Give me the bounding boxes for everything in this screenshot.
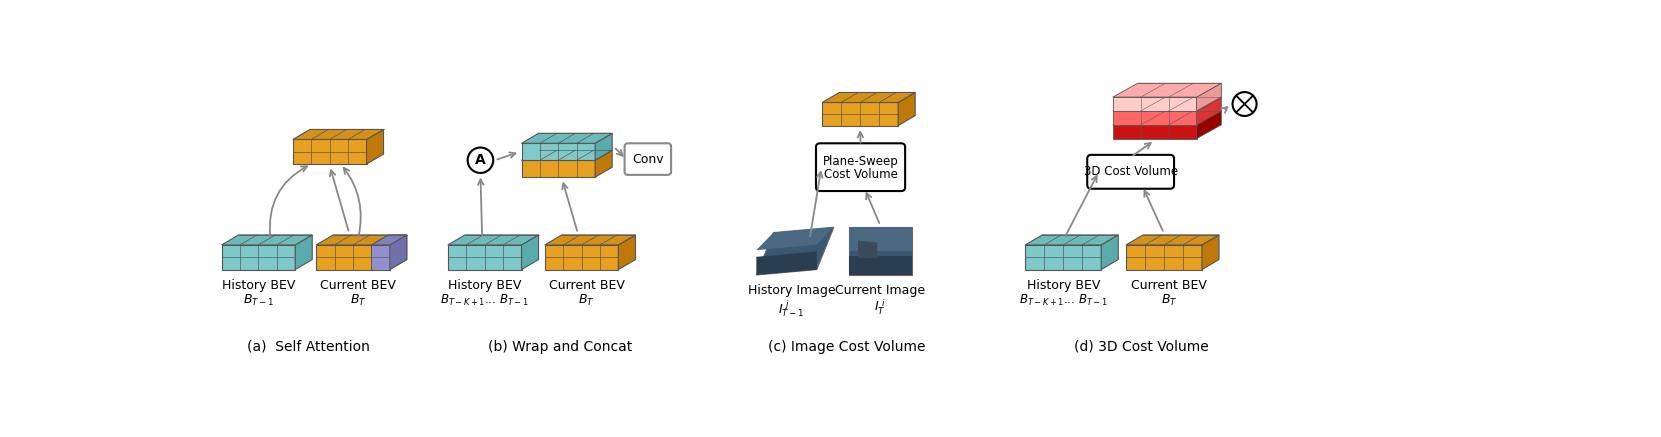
Polygon shape [448,235,538,245]
Polygon shape [1113,111,1196,125]
Polygon shape [296,235,312,270]
Text: History BEV: History BEV [1026,279,1100,292]
Polygon shape [1126,245,1203,270]
Polygon shape [292,129,384,139]
Polygon shape [822,103,899,125]
Polygon shape [545,235,636,245]
Polygon shape [756,227,834,275]
Polygon shape [292,139,367,164]
Text: $B_T$: $B_T$ [350,293,367,308]
Polygon shape [390,235,407,270]
FancyBboxPatch shape [625,143,671,175]
Text: $B_T$: $B_T$ [578,293,595,308]
Polygon shape [595,150,613,177]
Text: History BEV: History BEV [221,279,296,292]
Polygon shape [316,245,390,270]
Text: Current BEV: Current BEV [321,279,395,292]
Polygon shape [1113,97,1221,111]
Text: (b) Wrap and Concat: (b) Wrap and Concat [488,340,633,354]
Polygon shape [522,150,613,160]
Polygon shape [316,235,407,245]
Polygon shape [1196,111,1221,139]
FancyBboxPatch shape [816,143,905,191]
FancyBboxPatch shape [1088,155,1174,189]
Text: (d) 3D Cost Volume: (d) 3D Cost Volume [1075,340,1209,354]
Polygon shape [822,93,915,103]
Polygon shape [849,256,912,275]
Polygon shape [390,235,407,270]
Polygon shape [545,245,618,270]
Text: Plane-Sweep: Plane-Sweep [822,155,899,168]
Text: Cost Volume: Cost Volume [824,168,897,181]
Polygon shape [859,241,877,258]
Polygon shape [849,227,912,251]
Text: History Image: History Image [747,284,835,297]
Polygon shape [522,160,595,177]
Text: A: A [475,153,485,167]
Text: $B_{T-K+1}$... $B_{T-1}$: $B_{T-K+1}$... $B_{T-1}$ [1018,293,1108,308]
Text: $I_T^{\ i}$: $I_T^{\ i}$ [874,298,887,317]
Polygon shape [1113,97,1196,111]
Polygon shape [448,245,522,270]
Polygon shape [1196,83,1221,111]
Text: 3D Cost Volume: 3D Cost Volume [1083,165,1178,178]
Polygon shape [522,235,538,270]
Text: (a)  Self Attention: (a) Self Attention [247,340,370,354]
Text: $B_{T-1}$: $B_{T-1}$ [243,293,274,308]
Polygon shape [372,235,407,245]
Polygon shape [221,235,312,245]
Polygon shape [595,133,613,160]
Text: $B_T$: $B_T$ [1161,293,1178,308]
Polygon shape [1025,245,1101,270]
Text: $I_{T-1}^{\ j}$: $I_{T-1}^{\ j}$ [779,298,806,319]
Text: $B_{T-K+1}$... $B_{T-1}$: $B_{T-K+1}$... $B_{T-1}$ [440,293,530,308]
Polygon shape [522,133,613,143]
Polygon shape [899,93,915,125]
Polygon shape [618,235,636,270]
Text: Current BEV: Current BEV [1131,279,1208,292]
Polygon shape [1196,97,1221,125]
Polygon shape [367,129,384,164]
Polygon shape [1101,235,1118,270]
Text: Current Image: Current Image [835,284,925,297]
Polygon shape [1025,235,1118,245]
Polygon shape [221,245,296,270]
Text: History BEV: History BEV [448,279,522,292]
Polygon shape [756,227,834,250]
Polygon shape [1113,83,1221,97]
Text: (c) Image Cost Volume: (c) Image Cost Volume [769,340,925,354]
Polygon shape [1203,235,1219,270]
Text: Current BEV: Current BEV [548,279,625,292]
Text: Conv: Conv [633,153,664,166]
Polygon shape [1113,125,1196,139]
Polygon shape [522,143,595,160]
Polygon shape [849,227,912,275]
Polygon shape [1113,111,1221,125]
Polygon shape [756,251,817,275]
Polygon shape [372,245,390,270]
Polygon shape [1126,235,1219,245]
